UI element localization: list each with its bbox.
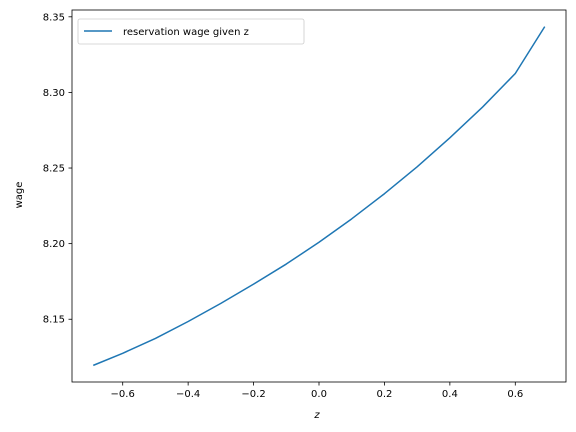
x-tick-label: 0.4 xyxy=(442,389,458,400)
x-tick-label: 0.6 xyxy=(507,389,523,400)
x-axis: −0.6 −0.4 −0.2 0.0 0.2 0.4 0.6 xyxy=(111,382,523,400)
x-axis-label: z xyxy=(313,410,320,421)
x-tick-label: 0.0 xyxy=(311,389,327,400)
y-tick-label: 8.20 xyxy=(43,239,65,250)
legend-box xyxy=(77,18,305,45)
svg-text:wage: wage xyxy=(14,182,25,209)
x-tick-label: −0.4 xyxy=(176,389,200,400)
legend: reservation wage given z xyxy=(77,18,305,45)
y-axis-label: wage xyxy=(14,182,25,209)
y-tick-label: 8.25 xyxy=(43,164,65,175)
y-tick-label: 8.15 xyxy=(43,315,65,326)
legend-label: reservation wage given z xyxy=(123,27,249,38)
x-tick-label: −0.2 xyxy=(241,389,265,400)
x-tick-label: −0.6 xyxy=(111,389,135,400)
svg-text:z: z xyxy=(313,410,320,421)
y-axis: 8.15 8.20 8.25 8.30 8.35 xyxy=(43,12,72,326)
y-tick-label: 8.35 xyxy=(43,12,65,23)
series-line-reservation-wage xyxy=(92,26,546,367)
y-tick-label: 8.30 xyxy=(43,88,65,99)
x-tick-label: 0.2 xyxy=(376,389,392,400)
